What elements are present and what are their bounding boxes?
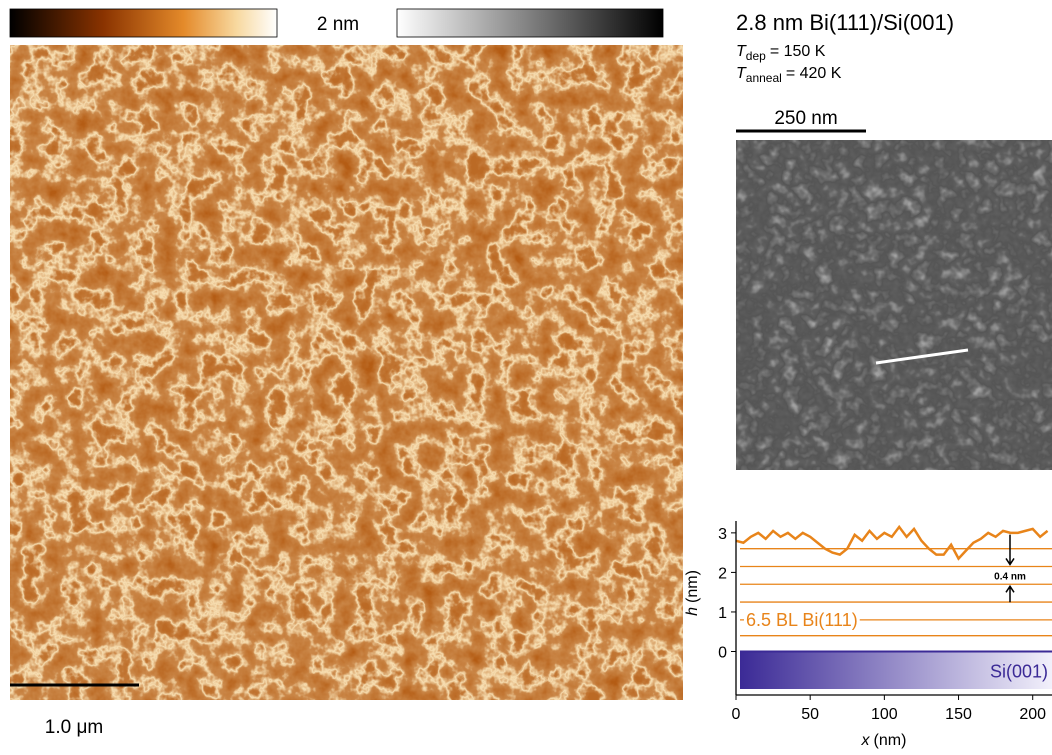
arrow bbox=[1006, 586, 1014, 602]
sample-title: 2.8 nm Bi(111)/Si(001) bbox=[736, 10, 954, 35]
substrate-label: Si(001) bbox=[990, 662, 1048, 682]
anneal-temp: Tanneal= 420 K bbox=[736, 65, 842, 85]
stm-texture bbox=[736, 140, 1052, 470]
x-tick-label: 200 bbox=[1019, 706, 1046, 723]
y-tick-label: 0 bbox=[718, 645, 727, 662]
step-label: 0.4 nm bbox=[994, 571, 1026, 582]
deposition-temp: Tdep= 150 K bbox=[736, 43, 826, 63]
unit: (nm) bbox=[684, 570, 701, 603]
profile-chart: Si(001) 6.5 BL Bi(111) 0.4 nm 0 1 2 3 0 50 100 150… bbox=[684, 521, 1052, 749]
stm-texture bbox=[10, 45, 683, 700]
symbol: h bbox=[684, 607, 701, 616]
y-tick-label: 2 bbox=[718, 565, 727, 582]
x-axis-label: x(nm) bbox=[861, 732, 907, 749]
y-tick-label: 3 bbox=[718, 526, 727, 543]
x-tick-label: 0 bbox=[732, 706, 741, 723]
y-axis-label: h (nm) bbox=[684, 570, 701, 616]
subscript: anneal bbox=[746, 71, 782, 85]
subscript: dep bbox=[746, 49, 766, 63]
layer-label: 6.5 BL Bi(111) bbox=[746, 610, 858, 630]
colorbar-orange bbox=[10, 9, 277, 37]
scale-bar-label: 1.0 μm bbox=[45, 717, 103, 738]
colorbar-gray bbox=[397, 9, 663, 37]
symbol: x bbox=[861, 732, 871, 749]
profile-line bbox=[736, 527, 1048, 559]
value: = 150 K bbox=[770, 43, 826, 60]
value: = 420 K bbox=[786, 65, 842, 82]
scale-bar-label: 250 nm bbox=[774, 108, 837, 129]
x-tick-label: 50 bbox=[801, 706, 819, 723]
x-tick-label: 100 bbox=[871, 706, 898, 723]
figure: 2 nm 1.0 μm 2.8 nm Bi(111)/Si(001) Tdep=… bbox=[0, 0, 1052, 755]
colorbar-label: 2 nm bbox=[317, 14, 359, 35]
unit: (nm) bbox=[874, 732, 907, 749]
arrow bbox=[1006, 535, 1014, 565]
y-tick-label: 1 bbox=[718, 605, 727, 622]
x-tick-label: 150 bbox=[945, 706, 972, 723]
